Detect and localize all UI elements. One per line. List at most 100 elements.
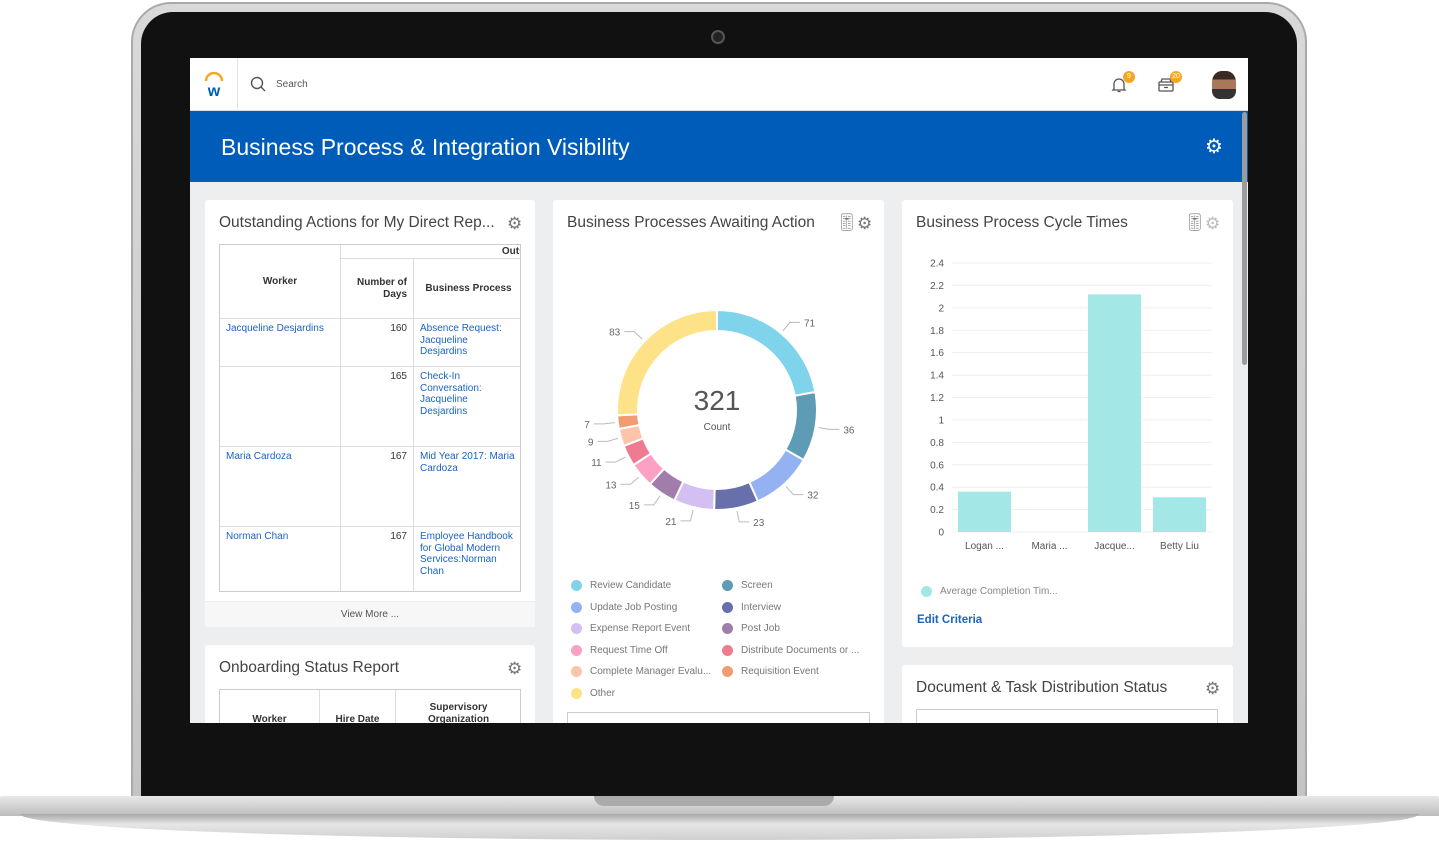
user-avatar[interactable] (1212, 71, 1236, 99)
edit-criteria-link[interactable]: Edit Criteria (917, 614, 983, 626)
document-distribution-card: Document & Task Distribution Status ⚙ (902, 665, 1233, 723)
column-header-worker[interactable]: Worker (220, 245, 341, 319)
filter-sliders-icon[interactable]: 🎚 (836, 213, 858, 232)
worker-link[interactable]: Jacqueline Desjardins (220, 319, 341, 367)
screen: w Search 9 20 Business Process & Integra… (190, 58, 1248, 723)
days-value: 167 (341, 447, 414, 527)
inbox-button[interactable]: 20 (1157, 71, 1182, 96)
slice-label: 15 (629, 501, 641, 512)
scrollbar[interactable] (1242, 112, 1247, 365)
leader-line (620, 476, 640, 485)
legend-label: Complete Manager Evalu... (590, 666, 712, 677)
column-header-worker[interactable]: Worker (220, 690, 320, 723)
card-title: Onboarding Status Report (219, 659, 400, 676)
slice-label: 7 (584, 420, 590, 431)
slice-label: 11 (591, 458, 602, 469)
search-input[interactable]: Search (276, 78, 308, 90)
legend-item[interactable]: Requisition Event (722, 666, 819, 677)
worker-link[interactable]: Norman Chan (220, 527, 341, 591)
y-tick-label: 0.8 (930, 438, 944, 449)
search-bar[interactable]: Search (250, 76, 308, 92)
y-tick-label: 1 (938, 415, 944, 426)
legend-item[interactable]: Update Job Posting (571, 601, 677, 613)
column-header-hire-date[interactable]: Hire Date (320, 690, 396, 723)
y-tick-label: 2 (938, 303, 944, 314)
legend-item[interactable]: Screen (722, 580, 773, 591)
legend-label: Screen (741, 580, 773, 591)
column-header-process[interactable]: Business Process (414, 259, 520, 319)
x-tick-label: Maria ... (1031, 541, 1067, 552)
workday-logo[interactable]: w (190, 58, 238, 111)
bar[interactable] (958, 491, 1011, 532)
y-tick-label: 0.4 (930, 483, 944, 494)
svg-text:w: w (206, 83, 220, 98)
legend-item[interactable]: Request Time Off (571, 644, 668, 656)
legend-item[interactable]: Expense Report Event (571, 623, 690, 634)
legend-label: Post Job (741, 623, 780, 634)
process-link[interactable]: Check-In Conversation: Jacqueline Desjar… (414, 367, 520, 447)
leader-line (605, 456, 626, 463)
y-tick-label: 1.4 (930, 371, 944, 382)
gear-icon[interactable]: ⚙ (507, 214, 523, 233)
process-link[interactable]: Employee Handbook for Global Modern Serv… (414, 527, 520, 591)
donut-slice[interactable] (747, 448, 805, 503)
process-link[interactable]: Mid Year 2017: Maria Cardoza (414, 447, 520, 527)
gear-icon[interactable]: ⚙ (1205, 136, 1223, 158)
bar[interactable] (1088, 294, 1141, 532)
leader-line (785, 486, 804, 496)
leader-line (593, 422, 615, 425)
legend-item[interactable]: Interview (722, 601, 781, 613)
legend-dot (722, 580, 733, 591)
y-tick-label: 2.2 (930, 281, 944, 292)
x-tick-label: Logan ... (965, 541, 1004, 552)
legend-dot (571, 623, 582, 634)
days-value: 167 (341, 527, 414, 591)
page-header: Business Process & Integration Visibilit… (190, 111, 1248, 182)
legend-item[interactable]: Distribute Documents or ... (722, 644, 859, 656)
view-more-button[interactable]: View More ... (205, 601, 535, 627)
gear-icon[interactable]: ⚙ (1205, 214, 1221, 233)
legend-item[interactable]: Review Candidate (571, 580, 671, 591)
gear-icon[interactable]: ⚙ (507, 659, 523, 678)
awaiting-action-card: Business Processes Awaiting Action 🎚 ⚙ 3… (553, 200, 884, 723)
filter-sliders-icon[interactable]: 🎚 (1184, 213, 1206, 232)
legend-dot (571, 644, 582, 656)
legend-label: Requisition Event (741, 666, 819, 677)
card-title: Document & Task Distribution Status (916, 679, 1168, 696)
legend-dot (921, 586, 932, 597)
gear-icon[interactable]: ⚙ (1205, 679, 1221, 698)
worker-link[interactable]: Maria Cardoza (220, 447, 341, 527)
inbox-icon (1158, 78, 1174, 92)
donut-slice[interactable] (616, 308, 718, 417)
slice-label: 32 (807, 491, 819, 502)
legend-dot (571, 687, 582, 699)
slice-label: 13 (605, 480, 617, 491)
notifications-button[interactable]: 9 (1110, 71, 1135, 96)
laptop-notch (594, 796, 834, 806)
slice-label: 71 (804, 318, 816, 329)
y-tick-label: 0.6 (930, 460, 944, 471)
y-tick-label: 0.2 (930, 505, 944, 516)
y-tick-label: 2.4 (930, 259, 944, 270)
column-header-supervisory-org[interactable]: Supervisory Organization (396, 690, 520, 723)
process-link[interactable]: Absence Request: Jacqueline Desjardins (414, 319, 520, 367)
leader-line (624, 331, 643, 340)
gear-icon[interactable]: ⚙ (857, 214, 873, 233)
legend-item[interactable]: Complete Manager Evalu... (571, 666, 711, 677)
legend-item[interactable]: Post Job (722, 623, 780, 634)
legend-dot (722, 666, 733, 677)
legend-item[interactable]: Other (571, 687, 615, 699)
worker-link[interactable] (220, 367, 341, 447)
donut-slice[interactable] (713, 480, 760, 511)
search-icon (250, 76, 266, 92)
column-header-days[interactable]: Number of Days (341, 259, 414, 319)
bar[interactable] (1153, 497, 1206, 532)
leader-line (782, 321, 800, 332)
outstanding-actions-card: Outstanding Actions for My Direct Rep...… (205, 200, 535, 627)
days-value: 160 (341, 319, 414, 367)
donut-total-label: Count (704, 422, 731, 433)
donut-slice[interactable] (784, 390, 818, 462)
leader-line (818, 427, 840, 430)
laptop-base (0, 796, 1439, 816)
donut-slice[interactable] (716, 308, 817, 397)
